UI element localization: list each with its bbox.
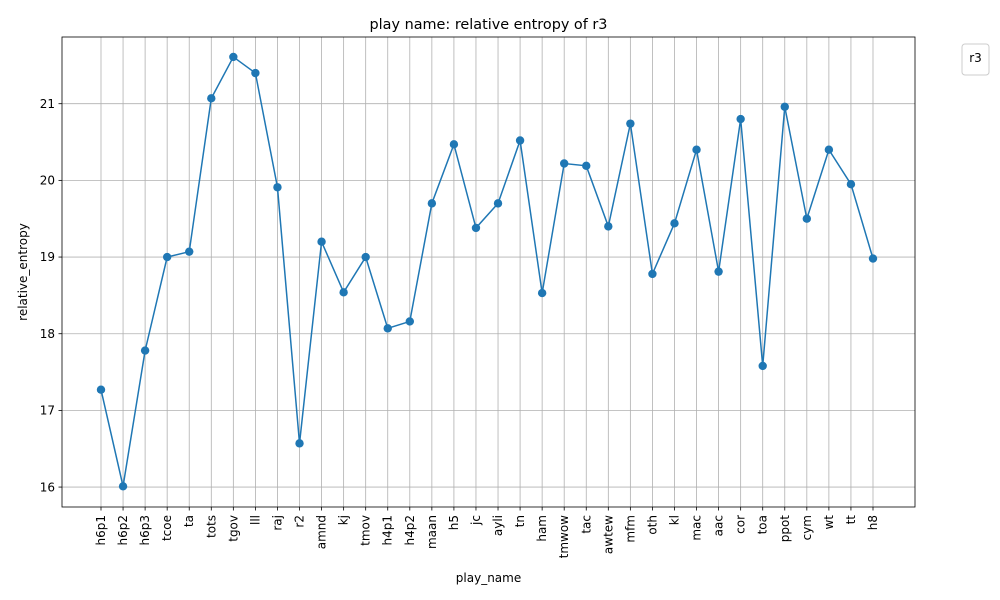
data-point	[383, 324, 392, 333]
x-tick-label: mfm	[623, 515, 637, 543]
data-point	[559, 159, 569, 168]
data-point	[229, 52, 238, 62]
y-tick-label: 21	[40, 97, 55, 111]
plot-frame	[61, 36, 916, 508]
x-tick-label: h6p1	[94, 515, 108, 546]
x-tick-label: tmwow	[557, 515, 571, 559]
x-tick-label: tn	[513, 515, 527, 527]
axes: h6p1 h6p2 h6p3 tcoe ta tots tgov lll raj r2 amnd kj…	[40, 36, 916, 559]
y-tick-label: 19	[40, 250, 55, 264]
data-point	[317, 237, 326, 246]
data-point	[537, 288, 547, 298]
x-tick-label: mac	[690, 515, 704, 541]
x-tick-label: jc	[469, 515, 483, 526]
data-point	[714, 267, 723, 276]
x-tick-label: h8	[866, 515, 880, 530]
x-tick-label: h5	[447, 515, 461, 530]
series-r3	[96, 52, 878, 491]
x-tick-label: kl	[667, 515, 681, 525]
x-tick-label: cor	[734, 515, 748, 534]
data-point	[339, 288, 348, 297]
x-tick-label: h4p2	[403, 515, 417, 546]
legend-box	[961, 43, 990, 76]
grid	[62, 37, 915, 507]
chart-title: play name: relative entropy of r3	[370, 17, 608, 33]
data-point	[295, 439, 304, 448]
data-point	[670, 219, 679, 228]
x-tick-label: kj	[337, 515, 351, 525]
data-point	[118, 482, 128, 491]
x-tick-label: ta	[182, 515, 196, 527]
x-tick-label: ppot	[778, 515, 792, 543]
data-point	[185, 247, 194, 256]
data-point	[515, 136, 525, 145]
data-point	[692, 145, 701, 154]
x-tick-label: amnd	[315, 515, 329, 549]
legend-title: r3	[969, 51, 982, 65]
data-point	[868, 254, 878, 263]
x-tick-label: toa	[756, 515, 770, 534]
x-tick-label: tt	[844, 515, 858, 525]
x-tick-label: tgov	[226, 515, 240, 542]
data-point	[802, 214, 812, 223]
data-point	[162, 252, 172, 262]
data-point	[140, 346, 150, 355]
data-point	[449, 140, 459, 149]
x-tick-label: lll	[248, 515, 262, 525]
y-tick-label: 18	[40, 327, 55, 341]
data-point	[824, 145, 834, 154]
x-tick-label: h4p1	[381, 515, 395, 546]
x-tick-label: ayli	[491, 515, 505, 536]
data-point	[846, 180, 856, 189]
x-tick-label: raj	[270, 515, 284, 531]
data-point	[736, 114, 745, 124]
data-point	[361, 252, 370, 262]
x-axis-label: play_name	[456, 571, 521, 585]
x-tick-label: tmov	[359, 515, 373, 546]
x-tick-label: h6p3	[138, 515, 152, 546]
x-tick-label: ham	[535, 515, 549, 542]
data-point	[493, 199, 503, 208]
x-tick-label: h6p2	[116, 515, 130, 546]
data-point	[780, 102, 789, 111]
data-point	[626, 119, 635, 128]
data-point	[405, 317, 414, 326]
y-tick-label: 20	[40, 174, 55, 188]
x-tick-label: cym	[800, 515, 814, 540]
legend: r3	[961, 43, 990, 76]
y-tick-label: 17	[40, 404, 55, 418]
x-tick-label: tac	[579, 515, 593, 534]
data-point	[582, 161, 591, 171]
data-point	[251, 68, 260, 78]
x-tick-label: oth	[645, 515, 659, 535]
x-tick-label: tcoe	[160, 515, 174, 541]
data-point	[758, 361, 767, 371]
series-line	[100, 55, 874, 487]
data-point	[427, 199, 437, 208]
x-tick-label: awtew	[601, 515, 615, 554]
y-tick-label: 16	[40, 480, 55, 494]
data-point	[471, 223, 481, 233]
data-point	[96, 385, 106, 394]
data-point	[648, 269, 657, 279]
y-axis-label: relative_entropy	[16, 223, 30, 321]
x-tick-label: maan	[425, 515, 439, 549]
x-tick-label: tots	[204, 515, 218, 538]
data-point	[604, 222, 613, 231]
x-tick-label: aac	[712, 515, 726, 536]
x-tick-label: wt	[822, 515, 836, 530]
x-tick-label: r2	[293, 515, 307, 528]
data-point	[207, 94, 216, 103]
data-point	[273, 183, 282, 192]
